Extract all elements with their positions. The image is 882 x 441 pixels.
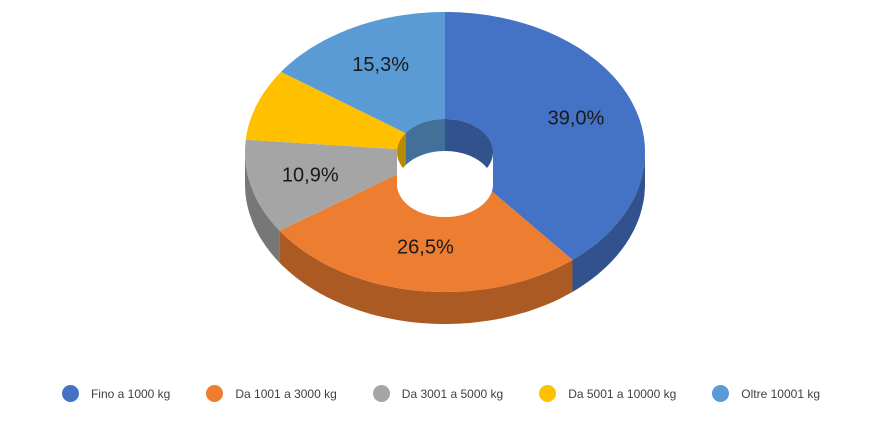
plot: 39,0% 26,5% 10,9% 15,3% [245,12,645,324]
data-label: 39,0% [548,107,605,129]
data-label: 26,5% [397,237,454,259]
slice [245,139,406,231]
slice-side [279,230,573,324]
legend-marker [539,385,557,402]
legend-label: Fino a 1000 kg [90,386,171,401]
legend-marker [372,385,390,402]
hole-wall [445,119,493,184]
hole-front [397,152,493,217]
data-label: 15,3% [352,54,409,76]
legend-marker [712,385,730,402]
legend-marker [206,385,224,402]
slice [279,170,573,292]
legend-label: Da 3001 a 5000 kg [401,386,504,401]
legend: Fino a 1000 kg Da 1001 a 3000 kg Da 3001 a… [0,385,882,402]
legend-label: Oltre 10001 kg [741,386,821,401]
legend-label: Da 5001 a 10000 kg [568,386,677,401]
legend-item: Oltre 10001 kg [712,385,820,402]
hole-wall [405,119,445,166]
legend-marker [61,385,79,402]
legend-item: Da 5001 a 10000 kg [539,385,676,402]
data-label: 10,9% [282,165,339,187]
slice-side [572,152,645,292]
slice-side [245,152,280,263]
legend-item: Da 3001 a 5000 kg [372,385,504,402]
slice [281,12,445,134]
legend-item: Da 1001 a 3000 kg [206,385,337,402]
legend-item: Fino a 1000 kg [61,385,171,402]
slice [445,12,645,260]
slice [245,71,406,150]
legend-label: Da 1001 a 3000 kg [235,386,337,401]
